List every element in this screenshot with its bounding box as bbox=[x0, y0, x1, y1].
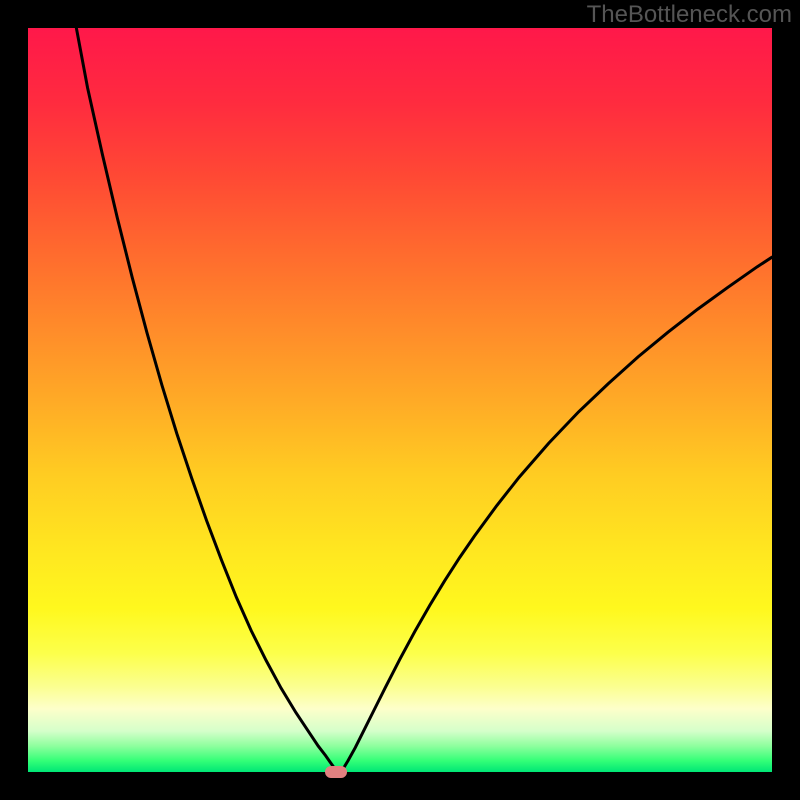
sweet-spot-marker bbox=[325, 766, 347, 778]
bottleneck-chart: TheBottleneck.com bbox=[0, 0, 800, 800]
watermark-text: TheBottleneck.com bbox=[587, 1, 792, 28]
